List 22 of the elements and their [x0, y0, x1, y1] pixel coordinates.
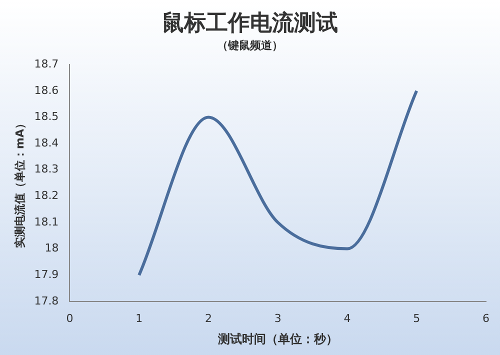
chart-title: 鼠标工作电流测试 [161, 9, 339, 37]
x-axis-title: 测试时间（单位：秒） [216, 332, 338, 346]
x-tick-label: 1 [136, 312, 143, 325]
x-tick-label: 2 [204, 312, 212, 325]
chart-subtitle: （键鼠频道） [216, 38, 284, 53]
x-tick-label: 5 [413, 312, 420, 325]
y-tick-label: 18.7 [34, 57, 59, 70]
y-tick-label: 17.9 [34, 268, 59, 281]
x-tick-label: 3 [274, 312, 282, 325]
y-tick-label: 18.5 [34, 110, 59, 124]
x-tick-label: 6 [482, 312, 490, 325]
y-tick-label: 18.6 [34, 84, 59, 97]
y-tick-label: 18.3 [34, 162, 59, 176]
y-tick-label: 17.8 [34, 294, 59, 308]
y-tick-label: 18.1 [34, 215, 59, 228]
x-tick-label: 0 [66, 312, 74, 325]
y-axis-title: 实测电流值（单位：mA） [13, 118, 26, 248]
y-tick-label: 18 [44, 242, 59, 255]
y-tick-label: 18.2 [34, 189, 59, 202]
x-tick-label: 4 [344, 312, 351, 325]
y-tick-label: 18.4 [34, 136, 59, 150]
line-series [138, 89, 418, 277]
